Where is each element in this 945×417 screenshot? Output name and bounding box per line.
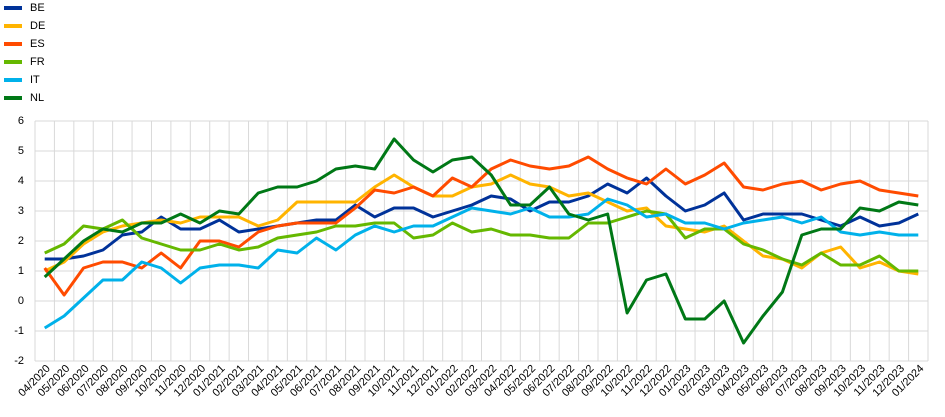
y-tick-label: 4 bbox=[18, 175, 24, 187]
legend-label: BE bbox=[30, 2, 45, 14]
series-line bbox=[44, 209, 919, 273]
legend-label: NL bbox=[30, 92, 44, 104]
series-line bbox=[43, 155, 919, 297]
legend-label: ES bbox=[30, 38, 45, 50]
legend-label: FR bbox=[30, 56, 45, 68]
series-line bbox=[43, 137, 919, 345]
series-line bbox=[44, 176, 919, 261]
legend-label: IT bbox=[30, 74, 40, 86]
y-tick-label: 2 bbox=[18, 235, 24, 247]
legend-label: DE bbox=[30, 20, 45, 32]
y-tick-label: -2 bbox=[14, 355, 24, 367]
y-tick-label: 5 bbox=[18, 145, 24, 157]
y-tick-label: -1 bbox=[14, 325, 24, 337]
series-line bbox=[43, 197, 919, 330]
y-tick-label: 3 bbox=[18, 205, 24, 217]
y-tick-label: 6 bbox=[18, 115, 24, 127]
y-tick-label: 1 bbox=[18, 265, 24, 277]
y-tick-label: 0 bbox=[18, 295, 24, 307]
